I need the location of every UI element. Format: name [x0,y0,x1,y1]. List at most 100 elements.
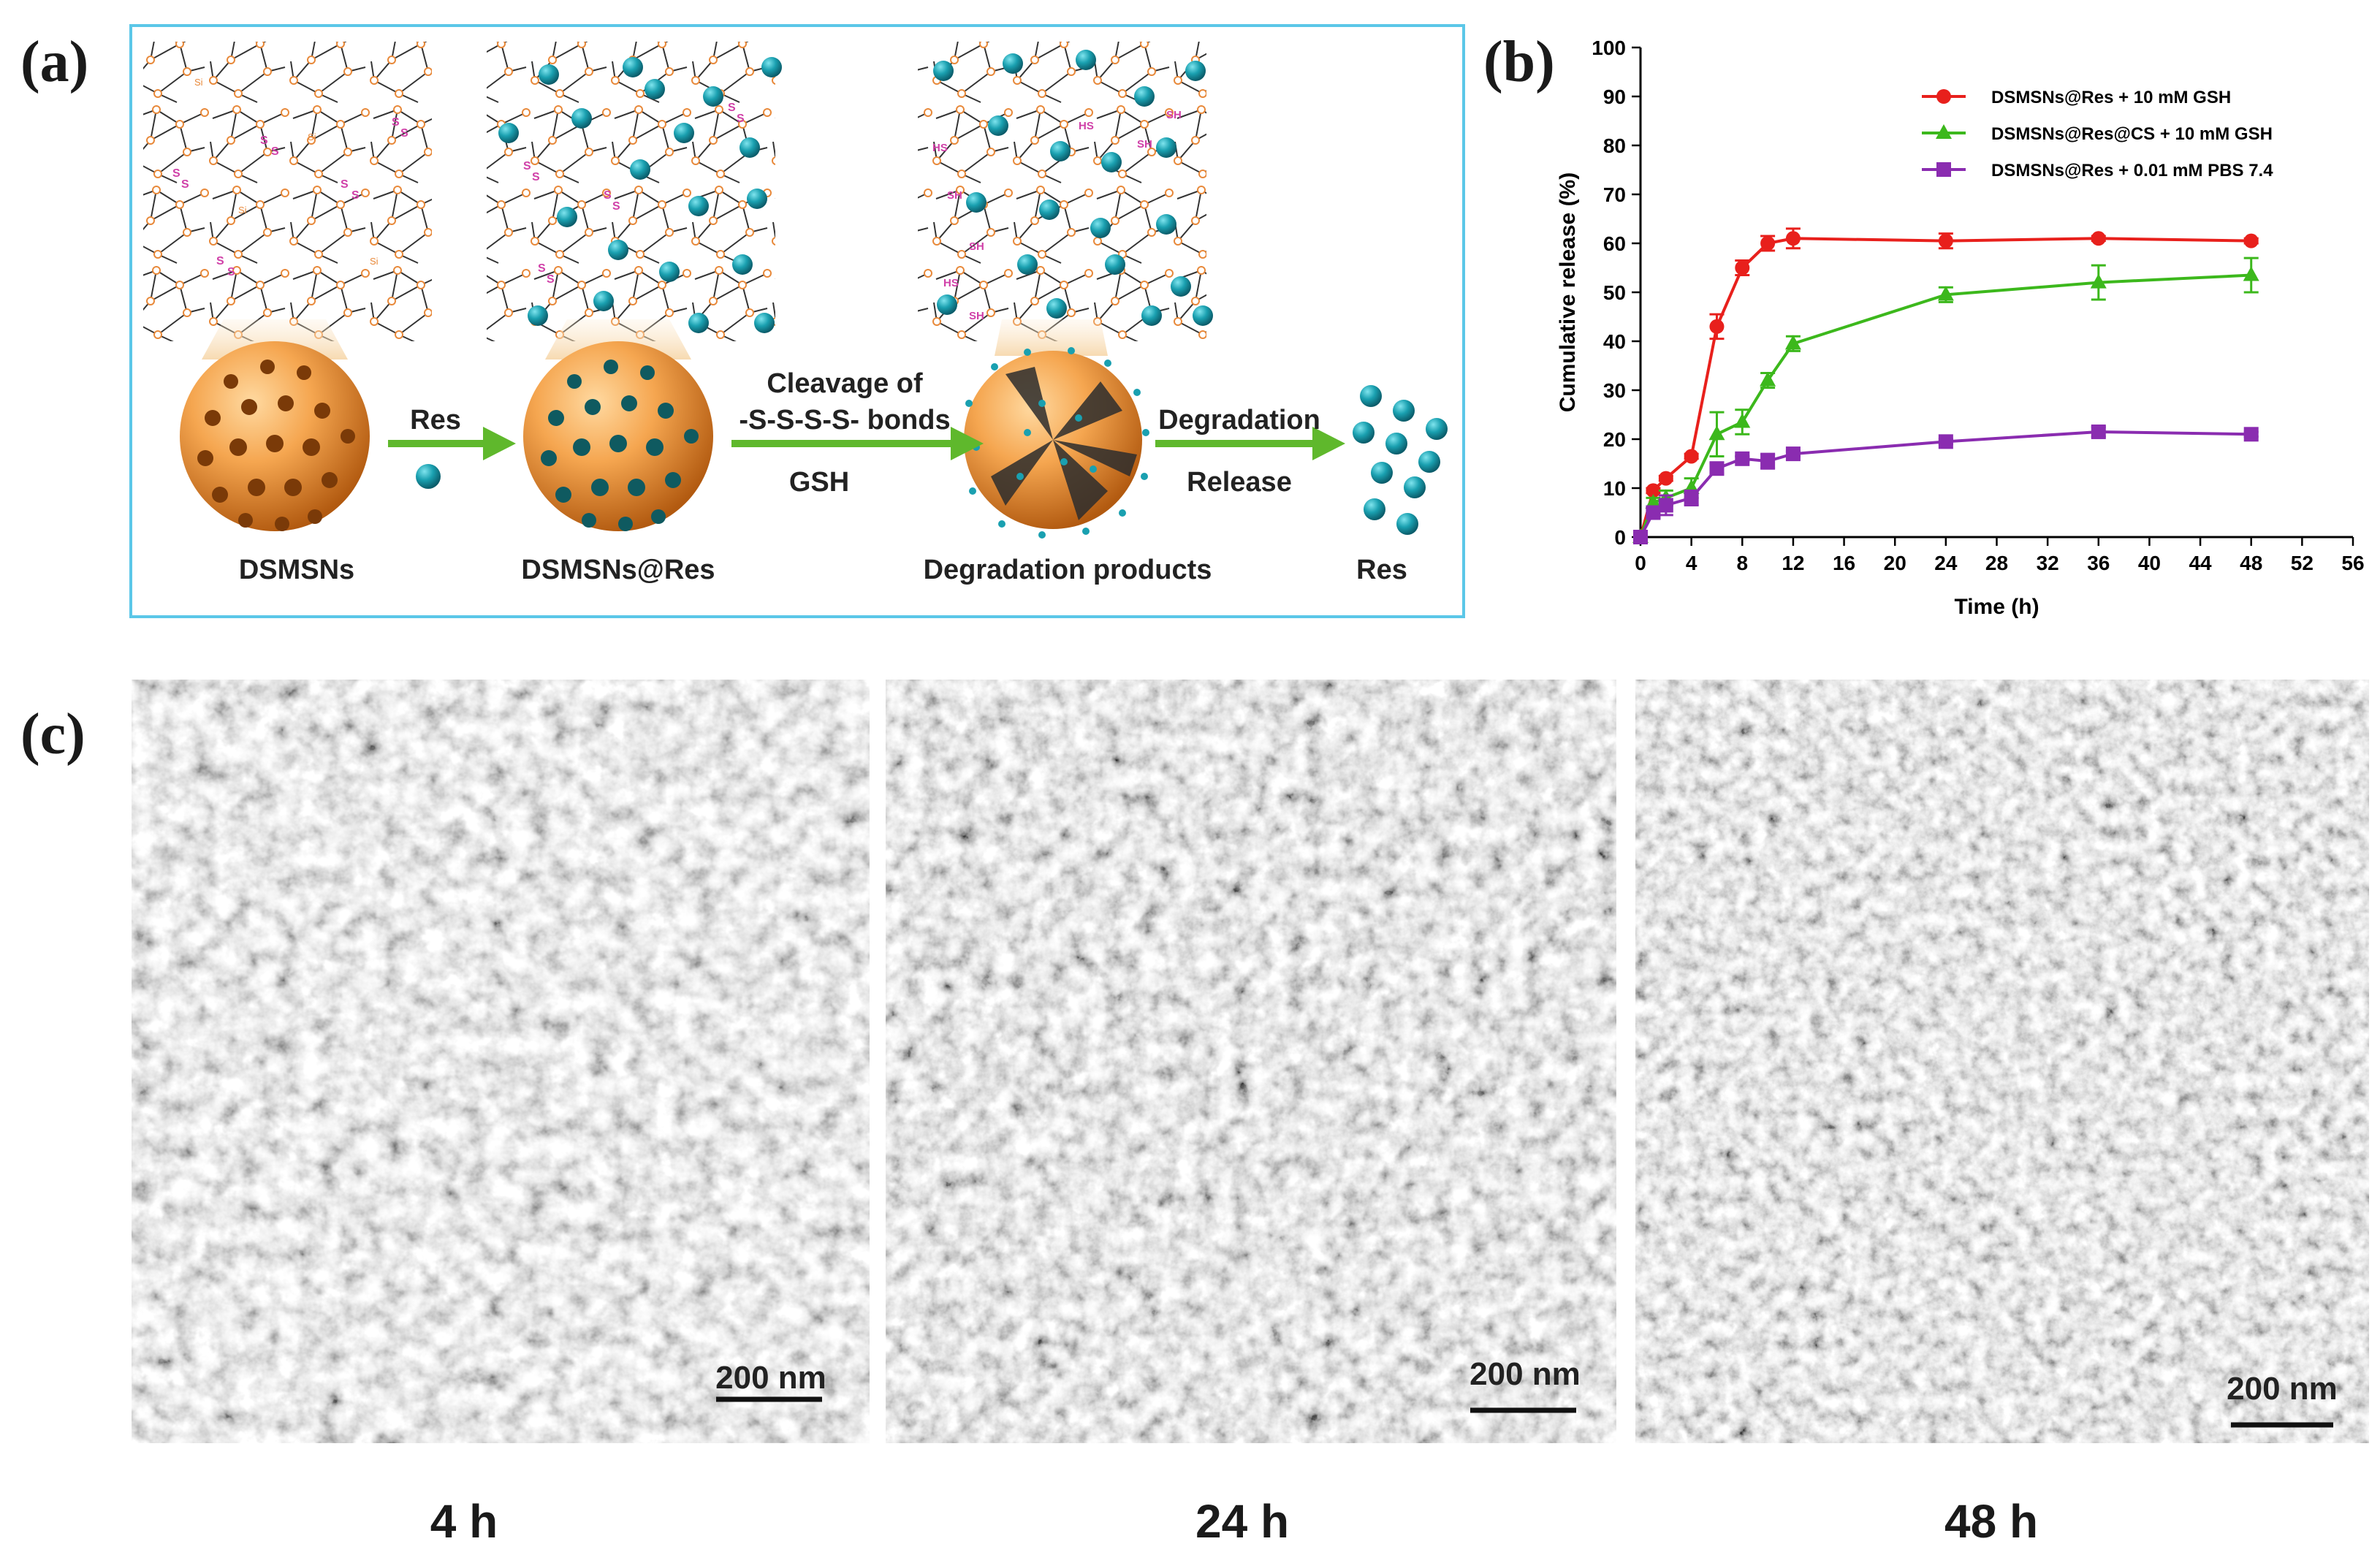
x-tick-label: 44 [2189,552,2212,574]
y-tick-label: 100 [1592,37,1626,59]
series-2 [1633,424,2259,544]
data-point [1633,530,1648,544]
x-tick-label: 56 [2341,552,2364,574]
silica-network-loaded: SS SS SS SS [487,42,782,341]
tem-image-48h: 200 nm [1635,680,2369,1443]
dsmsn-sphere [180,341,370,531]
legend-entry: DSMSNs@Res + 10 mM GSH [1991,88,2231,107]
dsmsn-res-sphere [523,341,713,531]
svg-text:S: S [227,266,235,278]
release-chart: 0 4 8 12 16 20 24 28 32 36 40 44 48 52 560102030405060… [1556,37,2365,619]
data-point [2090,273,2107,289]
y-tick-label: 20 [1603,428,1626,451]
svg-text:S: S [612,200,620,213]
tem-label-48h: 48 h [1944,1495,2039,1548]
x-tick-label: 36 [2087,552,2110,574]
x-tick-label: 0 [1635,552,1646,574]
data-point [1709,461,1725,476]
x-tick-label: 20 [1884,552,1906,574]
silica-network-empty: Si Si Si Si SS SS SS SS SS [143,42,432,341]
panel-b-label: (b) [1483,30,1555,94]
legend-entry: DSMSNs@Res + 0.01 mM PBS 7.4 [1991,161,2273,180]
data-point [2091,231,2106,246]
stage-label-degradation: Degradation products [924,555,1212,585]
panel-c-label: (c) [20,702,85,767]
release-label: Release [1187,467,1292,498]
scale-bar-label: 200 nm [1470,1356,1581,1392]
x-tick-label: 12 [1782,552,1804,574]
y-tick-label: 50 [1603,281,1626,304]
data-point [1684,449,1699,464]
svg-text:Si: Si [238,205,247,216]
x-axis-label: Time (h) [1954,595,2039,619]
data-point [1937,286,1954,301]
released-res-molecules [1353,385,1448,535]
cleavage-label-line2: -S-S-S-S- bonds [739,405,950,436]
svg-text:HS: HS [943,277,959,289]
svg-text:Si: Si [194,77,203,88]
svg-text:HS: HS [932,142,948,154]
data-point [2243,266,2259,281]
y-tick-label: 30 [1603,379,1626,402]
legend-entry: DSMSNs@Res@CS + 10 mM GSH [1991,124,2273,144]
legend-marker [1936,162,1951,177]
data-point [1658,498,1673,513]
data-point [2243,427,2259,442]
svg-text:S: S [728,102,736,114]
data-point [1760,371,1776,387]
svg-text:S: S [181,178,189,191]
svg-text:S: S [400,127,408,140]
data-point [1645,494,1662,509]
scale-bar-label: 200 nm [2227,1371,2338,1407]
gsh-label: GSH [789,467,849,498]
tem-label-4h: 4 h [430,1495,498,1548]
data-point [1735,451,1750,466]
cleavage-label-line1: Cleavage of [767,368,923,399]
y-tick-label: 10 [1603,477,1626,500]
data-point [1708,425,1725,441]
legend-marker [1936,89,1951,104]
svg-text:S: S [547,273,555,286]
data-point [1785,231,1801,246]
data-point [1658,471,1673,486]
data-point [1735,260,1750,275]
data-point [1760,454,1776,469]
svg-text:S: S [737,113,745,125]
svg-text:Si: Si [370,256,379,267]
res-molecule-icon [416,464,441,489]
data-point [1646,483,1661,498]
series-line [1639,237,2251,538]
svg-text:Si: Si [308,132,316,142]
scale-bar-label: 200 nm [715,1360,826,1396]
y-tick-label: 40 [1603,330,1626,353]
y-tick-label: 80 [1603,134,1626,157]
y-tick-label: 60 [1603,232,1626,255]
y-tick-label: 70 [1603,183,1626,206]
data-point [1784,335,1801,350]
svg-text:S: S [172,167,180,180]
data-point [1684,490,1699,506]
arrow-cleavage [731,427,984,460]
tem-label-24h: 24 h [1195,1495,1290,1548]
arrow-res [388,427,516,489]
svg-text:S: S [271,145,279,158]
svg-text:S: S [604,189,612,202]
x-tick-label: 16 [1833,552,1855,574]
x-tick-label: 28 [1985,552,2008,574]
data-point [2091,424,2106,439]
tem-image-24h: 200 nm [886,680,1616,1443]
data-point [2243,233,2259,248]
schematic-figure: Si Si Si Si SS SS SS SS SS SS SS SS SS [129,24,1465,618]
panel-a-label: (a) [20,30,89,94]
data-point [1709,319,1725,334]
x-tick-label: 48 [2240,552,2262,574]
svg-text:SH: SH [969,310,984,322]
svg-text:S: S [523,160,531,172]
svg-text:HS: HS [1079,120,1094,132]
x-tick-label: 8 [1736,552,1748,574]
svg-text:S: S [538,262,546,275]
stage-label-res: Res [1356,555,1407,585]
x-tick-label: 24 [1934,552,1958,574]
y-axis-label: Cumulative release (%) [1556,172,1580,412]
svg-text:S: S [392,116,400,129]
